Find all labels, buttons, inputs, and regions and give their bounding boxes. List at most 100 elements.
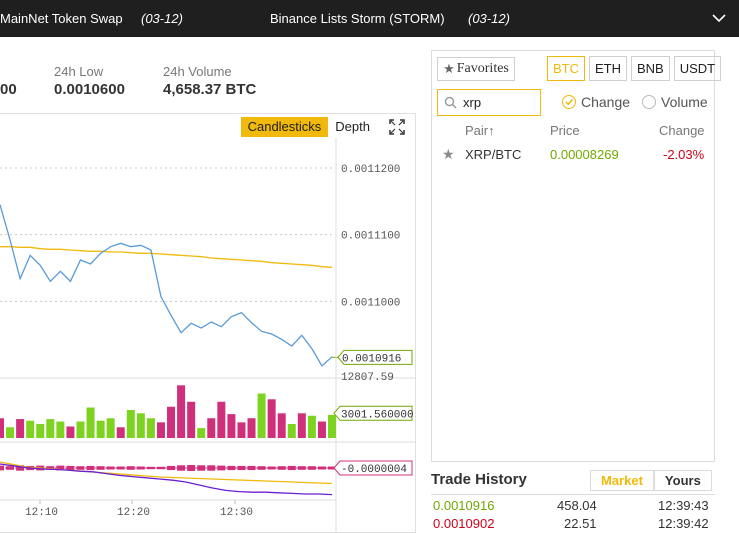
volume-bar	[106, 418, 115, 438]
divider	[431, 494, 715, 495]
trade-time: 12:39:42	[658, 516, 709, 531]
sort-by-change-radio[interactable]: Change	[562, 94, 630, 110]
macd-histogram-bar	[96, 466, 105, 470]
macd-tag	[333, 460, 413, 476]
last-price-tag	[337, 349, 413, 365]
volume-bar	[197, 428, 206, 438]
volume-axis-tick: 12807.59	[341, 372, 394, 384]
macd-histogram-bar	[217, 465, 226, 471]
low-24h-value: 0.0010600	[54, 81, 125, 98]
search-input[interactable]	[463, 95, 533, 110]
price-axis-tick: 0.0011000	[341, 297, 400, 309]
low-24h-label: 24h Low	[54, 64, 104, 79]
pair-name: XRP/BTC	[465, 147, 522, 162]
tab-market-trades[interactable]: Market	[590, 470, 654, 491]
volume-bar	[96, 420, 105, 438]
volume-bar	[257, 393, 266, 438]
price-axis-tick: 0.0011100	[341, 231, 400, 243]
chart-mode-tabs: Candlesticks Depth	[240, 116, 407, 138]
volume-bar	[207, 418, 216, 438]
volume-bar	[237, 422, 246, 438]
last-price-tag-text: 0.0010916	[342, 353, 401, 365]
fullscreen-icon[interactable]	[387, 117, 407, 137]
macd-histogram-bar	[207, 465, 216, 471]
volume-24h-value: 4,658.37 BTC	[163, 81, 257, 98]
chart-canvas[interactable]: 0.0011200 0.0011100 0.0011000 0.0010916 1280…	[0, 138, 416, 532]
volume-bar	[317, 421, 326, 438]
macd-histogram-bar	[227, 465, 236, 471]
trade-row: 0.0010902 22.51 12:39:42	[431, 516, 715, 533]
macd-histogram-bar	[317, 466, 326, 470]
macd-histogram-bar	[86, 465, 95, 471]
col-header-pair[interactable]: Pair↑	[465, 123, 495, 138]
news-link-storm-listing[interactable]: Binance Lists Storm (STORM)	[270, 11, 445, 26]
sort-by-volume-radio[interactable]: Volume	[642, 94, 708, 110]
trade-history-title: Trade History	[431, 471, 527, 488]
tab-eth[interactable]: ETH	[589, 56, 627, 81]
news-date: (03-12)	[141, 11, 183, 26]
volume-bar	[156, 422, 165, 438]
pair-change: -2.03%	[663, 147, 705, 162]
trade-time: 12:39:43	[658, 498, 709, 513]
trade-price: 0.0010916	[433, 498, 495, 513]
news-link-token-swap[interactable]: MainNet Token Swap	[0, 11, 123, 26]
macd-histogram-bar	[106, 466, 115, 470]
radio-volume-label: Volume	[661, 94, 708, 110]
macd-histogram-bar	[66, 465, 75, 471]
price-chart-panel: Candlesticks Depth 0.0011200 0.0011100 0.0…	[0, 113, 416, 533]
macd-histogram-bar	[6, 466, 15, 470]
tab-btc[interactable]: BTC	[547, 56, 585, 81]
volume-bar	[66, 426, 75, 438]
radio-icon	[642, 95, 656, 109]
tab-candlesticks[interactable]: Candlesticks	[240, 117, 329, 137]
volume-bar	[126, 410, 135, 438]
volume-bar	[116, 427, 125, 438]
time-axis-tick: 12:20	[117, 507, 150, 519]
macd-histogram-bar	[76, 466, 85, 470]
macd-histogram-bar	[247, 465, 256, 471]
volume-bar	[76, 421, 85, 438]
volume-bar	[56, 421, 65, 438]
market-row[interactable]: ★ XRP/BTC 0.00008269 -2.03%	[432, 145, 714, 165]
macd-histogram-bar	[16, 465, 25, 471]
volume-bar	[26, 420, 35, 438]
tab-your-trades[interactable]: Yours	[653, 470, 712, 491]
volume-bar	[328, 414, 336, 438]
trade-history-tabs: Market Yours	[590, 470, 712, 491]
macd-histogram-bar	[116, 466, 125, 470]
macd-histogram-bar	[328, 466, 336, 470]
volume-bar	[6, 427, 15, 438]
macd-histogram-bar	[267, 466, 276, 470]
tab-bnb[interactable]: BNB	[631, 56, 670, 81]
volume-bar	[297, 413, 306, 438]
macd-histogram-bar	[307, 466, 316, 470]
col-header-price[interactable]: Price	[550, 123, 580, 138]
quote-asset-tabs: BTC ETH BNB USDT	[547, 56, 722, 81]
star-icon: ★	[443, 61, 455, 76]
macd-histogram-bar	[146, 466, 155, 470]
volume-bar	[307, 415, 316, 438]
chevron-down-icon[interactable]	[709, 8, 729, 28]
volume-bar	[86, 407, 95, 438]
macd-signal-line	[0, 461, 333, 485]
price-axis-tick: 0.0011200	[341, 164, 400, 176]
radio-change-label: Change	[581, 94, 631, 110]
volume-bar	[136, 413, 145, 438]
macd-tag-text: -0.0000004	[341, 464, 407, 476]
volume-bar	[177, 385, 186, 438]
volume-bar	[187, 401, 196, 438]
macd-histogram-bar	[46, 466, 55, 470]
tab-usdt[interactable]: USDT	[673, 56, 722, 81]
favorites-button[interactable]: ★ Favorites	[437, 57, 515, 81]
star-icon[interactable]: ★	[442, 146, 455, 162]
trade-amount: 22.51	[564, 516, 597, 531]
news-ticker-bar: MainNet Token Swap (03-12) Binance Lists…	[0, 0, 739, 37]
tab-depth[interactable]: Depth	[335, 119, 370, 134]
macd-histogram-bar	[156, 466, 165, 470]
col-header-change[interactable]: Change	[659, 123, 705, 138]
stat-value-partial: 00	[0, 81, 17, 98]
macd-histogram-bar	[56, 465, 65, 471]
macd-histogram-bar	[237, 465, 246, 471]
time-axis-tick: 12:30	[220, 507, 253, 519]
pair-search-box[interactable]	[437, 89, 541, 116]
